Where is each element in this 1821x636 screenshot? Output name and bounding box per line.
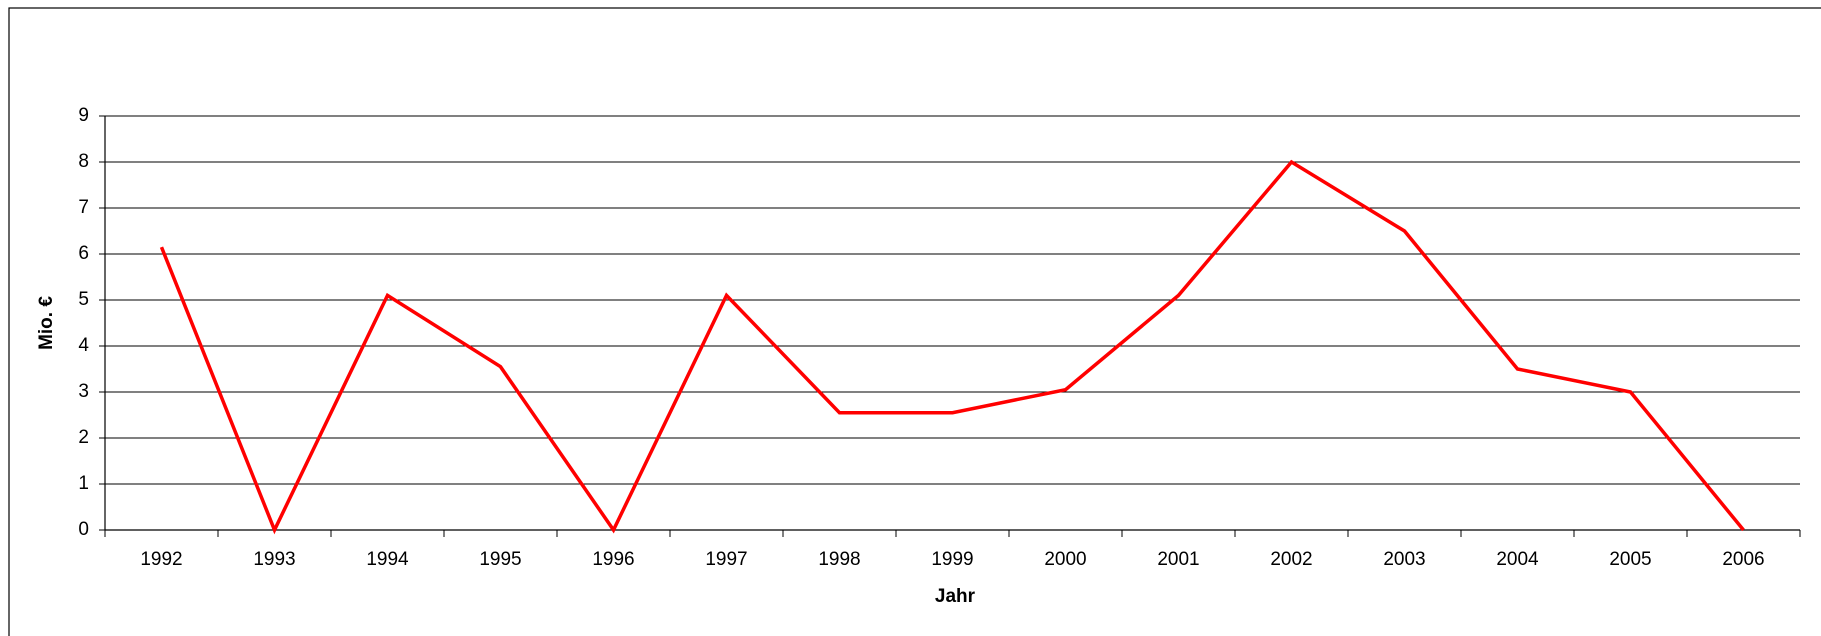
x-tick-label: 1996 bbox=[592, 549, 634, 570]
x-tick-label: 1994 bbox=[366, 549, 409, 570]
x-tick-label: 2002 bbox=[1270, 549, 1312, 570]
x-tick-label: 1995 bbox=[479, 549, 521, 570]
x-tick-label: 1999 bbox=[931, 549, 973, 570]
y-tick-label: 6 bbox=[78, 243, 89, 264]
x-tick-label: 1997 bbox=[705, 549, 747, 570]
y-tick-label: 4 bbox=[78, 335, 89, 356]
y-tick-label: 5 bbox=[78, 289, 89, 310]
y-tick-label: 2 bbox=[78, 427, 89, 448]
y-tick-label: 8 bbox=[78, 151, 89, 172]
x-tick-label: 1998 bbox=[818, 549, 860, 570]
x-tick-label: 2006 bbox=[1722, 549, 1764, 570]
x-tick-label: 2000 bbox=[1044, 549, 1086, 570]
x-tick-label: 2001 bbox=[1157, 549, 1199, 570]
x-tick-label: 2005 bbox=[1609, 549, 1651, 570]
y-tick-label: 1 bbox=[78, 473, 89, 494]
chart-frame bbox=[8, 7, 1821, 636]
y-axis-title: Mio. € bbox=[36, 296, 57, 350]
x-tick-label: 1993 bbox=[253, 549, 295, 570]
x-tick-label: 2004 bbox=[1496, 549, 1539, 570]
y-tick-label: 0 bbox=[78, 519, 89, 540]
data-line bbox=[159, 159, 1745, 535]
y-tick-label: 7 bbox=[78, 197, 89, 218]
x-axis-title: Jahr bbox=[935, 586, 976, 607]
x-tick-label: 1992 bbox=[140, 549, 182, 570]
x-tick-label: 2003 bbox=[1383, 549, 1425, 570]
y-tick-label: 9 bbox=[78, 105, 89, 126]
y-tick-label: 3 bbox=[78, 381, 89, 402]
